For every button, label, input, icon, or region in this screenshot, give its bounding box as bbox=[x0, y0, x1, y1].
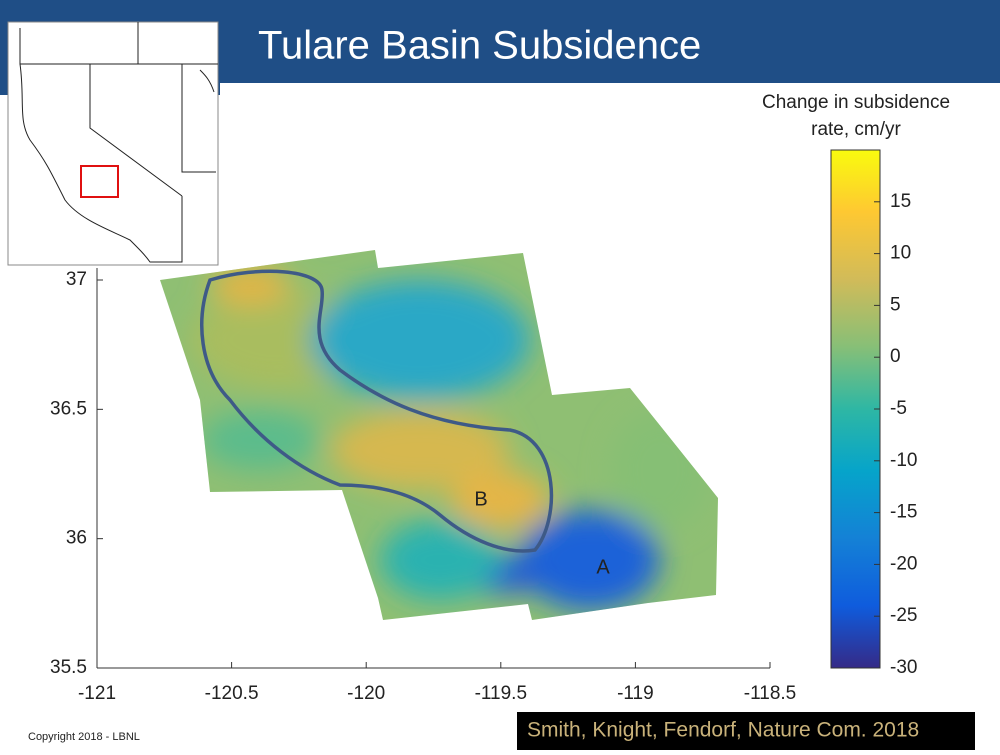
citation: Smith, Knight, Fendorf, Nature Com. 2018 bbox=[527, 719, 919, 742]
citation-box bbox=[517, 712, 975, 750]
y-tick-label: 35.5 bbox=[50, 657, 87, 678]
colorbar bbox=[830, 149, 881, 669]
x-tick-label: -119 bbox=[617, 683, 654, 704]
slide-title: Tulare Basin Subsidence bbox=[258, 24, 701, 68]
inset-borders bbox=[19, 22, 218, 263]
colorbar-title: rate, cm/yr bbox=[811, 119, 901, 140]
x-tick-label: -118.5 bbox=[744, 683, 796, 704]
copyright: Copyright 2018 - LBNL bbox=[28, 731, 140, 743]
colorbar-tick-label: -15 bbox=[890, 502, 917, 523]
site-label: A bbox=[596, 556, 610, 578]
x-tick-label: -120.5 bbox=[205, 683, 259, 704]
x-tick-label: -121 bbox=[78, 683, 116, 704]
subsidence-map bbox=[160, 250, 718, 620]
x-tick-label: -120 bbox=[347, 683, 385, 704]
colorbar-tick-label: -5 bbox=[890, 398, 907, 419]
x-tick-label: -119.5 bbox=[475, 683, 527, 704]
inset-highlight bbox=[80, 165, 119, 198]
colorbar-tick-label: 10 bbox=[890, 243, 911, 264]
y-tick-label: 36 bbox=[66, 528, 87, 549]
colorbar-tick-label: 0 bbox=[890, 346, 901, 367]
colorbar-tick-label: -25 bbox=[890, 605, 917, 626]
y-tick-label: 36.5 bbox=[50, 398, 87, 419]
inset-map bbox=[7, 21, 219, 266]
y-tick-label: 37 bbox=[66, 269, 87, 290]
basin-outline bbox=[200, 269, 554, 553]
site-label: B bbox=[474, 488, 487, 510]
colorbar-tick-label: -20 bbox=[890, 553, 917, 574]
colorbar-tick-label: -30 bbox=[890, 657, 917, 678]
colorbar-tick-label: 15 bbox=[890, 191, 911, 212]
colorbar-tick-label: -10 bbox=[890, 450, 917, 471]
colorbar-title: Change in subsidence bbox=[762, 92, 950, 113]
colorbar-tick-label: 5 bbox=[890, 294, 901, 315]
